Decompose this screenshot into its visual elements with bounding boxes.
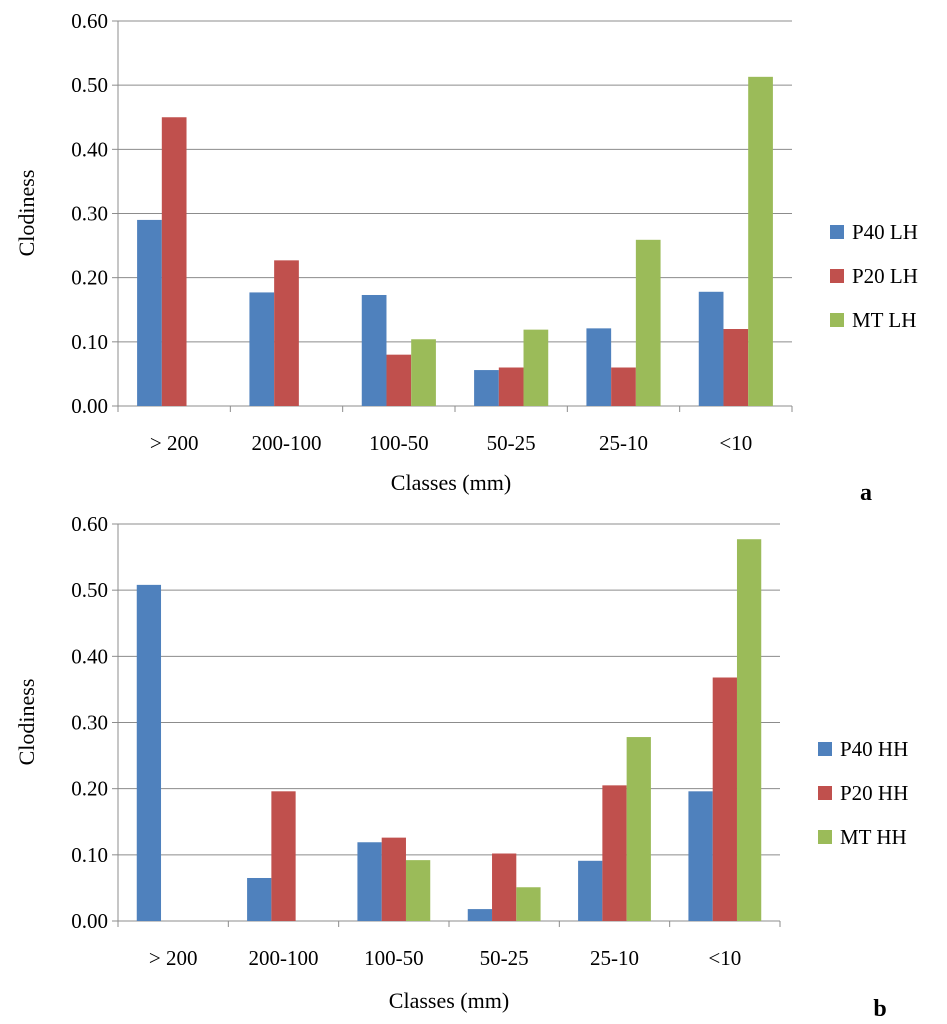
- bar: [498, 367, 524, 406]
- y-tick-label: 0.20: [71, 777, 108, 801]
- bar: [474, 370, 499, 406]
- x-tick-label: > 200: [150, 431, 199, 455]
- x-tick-label: 200-100: [252, 431, 322, 455]
- bar: [736, 539, 762, 921]
- legend-swatch: [818, 742, 832, 756]
- y-tick-label: 0.40: [71, 137, 108, 161]
- bar: [271, 791, 296, 921]
- y-tick-label: 0.50: [71, 73, 108, 97]
- legend-label: P20 HH: [840, 781, 908, 805]
- x-tick-label: 25-10: [599, 431, 648, 455]
- chart-panel-a: Clodiness Classes (mm) a 0.00 0.10 0.20 0.3…: [14, 9, 918, 506]
- bar: [381, 837, 406, 921]
- bar: [405, 860, 431, 921]
- x-tick-label: > 200: [149, 946, 198, 970]
- bar: [611, 367, 636, 406]
- panel-label: b: [873, 996, 886, 1022]
- legend-swatch: [830, 225, 844, 239]
- bar: [698, 291, 724, 406]
- x-tick-label: 100-50: [369, 431, 429, 455]
- x-tick-label: 25-10: [590, 946, 639, 970]
- y-tick-label: 0.20: [71, 266, 108, 290]
- bar: [586, 328, 612, 406]
- y-tick-label: 0.30: [71, 711, 108, 735]
- bar: [136, 584, 162, 921]
- x-axis-title: Classes (mm): [389, 988, 509, 1013]
- bar: [274, 260, 299, 406]
- x-tick-label: 50-25: [480, 946, 529, 970]
- legend-label: P40 LH: [852, 220, 918, 244]
- legend-swatch: [830, 269, 844, 283]
- bar: [748, 76, 773, 406]
- bar: [578, 860, 603, 921]
- x-tick-label: <10: [719, 431, 752, 455]
- bar: [723, 329, 749, 406]
- y-tick-label: 0.30: [71, 202, 108, 226]
- legend-swatch: [818, 830, 832, 844]
- legend-label: MT LH: [852, 308, 916, 332]
- y-axis-title: Clodiness: [14, 170, 39, 257]
- bar: [492, 853, 517, 921]
- panel-label: a: [860, 480, 872, 506]
- legend-swatch: [830, 313, 844, 327]
- bar: [635, 239, 661, 406]
- y-tick-label: 0.60: [71, 512, 108, 536]
- y-axis-title: Clodiness: [14, 679, 39, 766]
- bar: [712, 677, 737, 921]
- legend-label: P20 LH: [852, 264, 918, 288]
- y-tick-label: 0.00: [71, 909, 108, 933]
- y-tick-label: 0.50: [71, 578, 108, 602]
- bar: [411, 339, 436, 406]
- legend-swatch: [818, 786, 832, 800]
- bar: [467, 909, 493, 921]
- bar: [688, 791, 713, 921]
- bar: [361, 294, 387, 406]
- bar: [247, 877, 272, 921]
- y-tick-label: 0.00: [71, 394, 108, 418]
- bar: [249, 292, 275, 406]
- x-tick-label: <10: [708, 946, 741, 970]
- legend-label: P40 HH: [840, 737, 908, 761]
- legend-label: MT HH: [840, 825, 907, 849]
- bar: [137, 219, 162, 406]
- bar: [516, 887, 541, 921]
- y-tick-label: 0.60: [71, 9, 108, 33]
- chart-panel-b: Clodiness Classes (mm) b 0.00 0.10 0.20 0.3…: [14, 512, 908, 1022]
- y-tick-label: 0.10: [71, 330, 108, 354]
- bar: [523, 329, 549, 406]
- x-axis-title: Classes (mm): [391, 470, 511, 495]
- x-tick-label: 200-100: [249, 946, 319, 970]
- y-tick-label: 0.10: [71, 843, 108, 867]
- x-tick-label: 100-50: [364, 946, 424, 970]
- x-tick-label: 50-25: [487, 431, 536, 455]
- bar: [602, 785, 627, 921]
- bar: [357, 842, 382, 921]
- bar: [626, 737, 651, 921]
- bar: [161, 117, 187, 406]
- bar: [386, 354, 412, 406]
- y-tick-label: 0.40: [71, 644, 108, 668]
